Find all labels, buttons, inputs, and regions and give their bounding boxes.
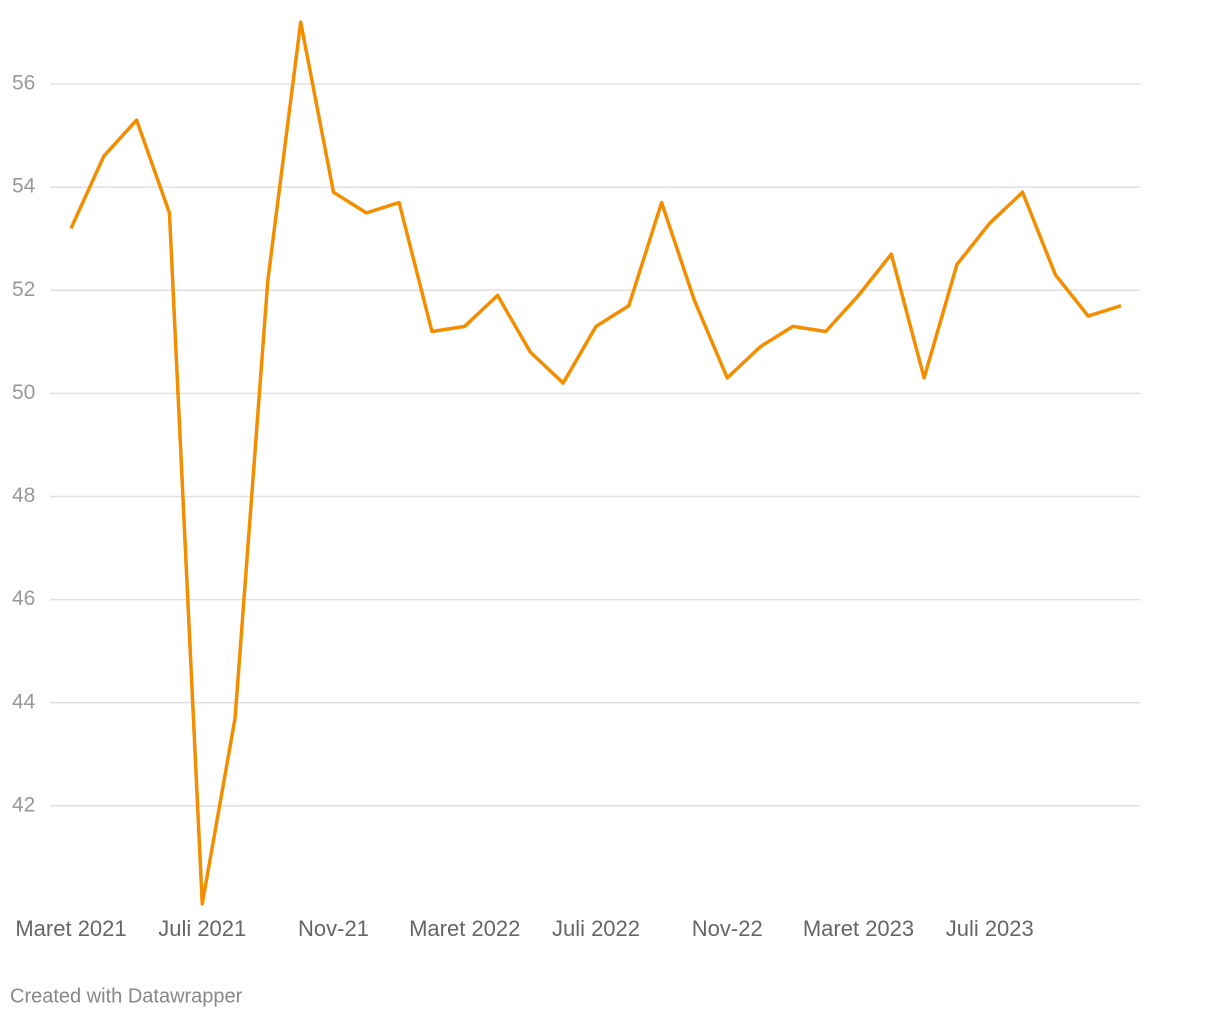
y-tick-label: 56 <box>12 72 35 95</box>
y-tick-label: 52 <box>12 278 35 301</box>
x-tick-label: Maret 2021 <box>15 916 126 941</box>
x-tick-label: Juli 2022 <box>552 916 640 941</box>
y-tick-label: 50 <box>12 381 35 404</box>
y-tick-label: 54 <box>12 175 36 198</box>
y-tick-label: 46 <box>12 587 35 610</box>
x-tick-label: Maret 2023 <box>803 916 914 941</box>
x-tick-label: Juli 2023 <box>946 916 1034 941</box>
x-tick-label: Nov-21 <box>298 916 369 941</box>
x-tick-label: Maret 2022 <box>409 916 520 941</box>
footer: Created with Datawrapper <box>10 985 243 1007</box>
y-tick-label: 48 <box>12 484 35 507</box>
y-tick-label: 42 <box>12 793 35 816</box>
y-tick-label: 44 <box>12 690 36 713</box>
x-tick-label: Nov-22 <box>692 916 763 941</box>
line <box>69 20 1122 906</box>
x-tick-label: Juli 2021 <box>158 916 246 941</box>
